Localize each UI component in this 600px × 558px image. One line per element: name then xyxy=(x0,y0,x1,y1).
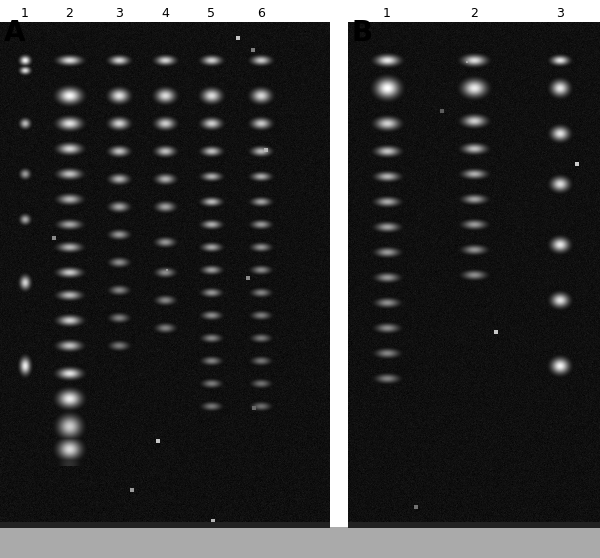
Text: 2: 2 xyxy=(65,7,73,20)
Text: 6: 6 xyxy=(257,7,265,20)
Text: B: B xyxy=(352,19,373,47)
Text: 1: 1 xyxy=(21,7,29,20)
Bar xyxy=(330,0,348,558)
Text: 1: 1 xyxy=(383,7,391,20)
Text: 2: 2 xyxy=(470,7,478,20)
Text: 4: 4 xyxy=(161,7,169,20)
Bar xyxy=(0,527,600,558)
Bar xyxy=(0,522,330,528)
Bar xyxy=(0,0,600,22)
Text: 3: 3 xyxy=(115,7,123,20)
Text: 3: 3 xyxy=(556,7,563,20)
Text: 5: 5 xyxy=(207,7,215,20)
Text: A: A xyxy=(4,19,25,47)
Bar xyxy=(348,522,600,528)
